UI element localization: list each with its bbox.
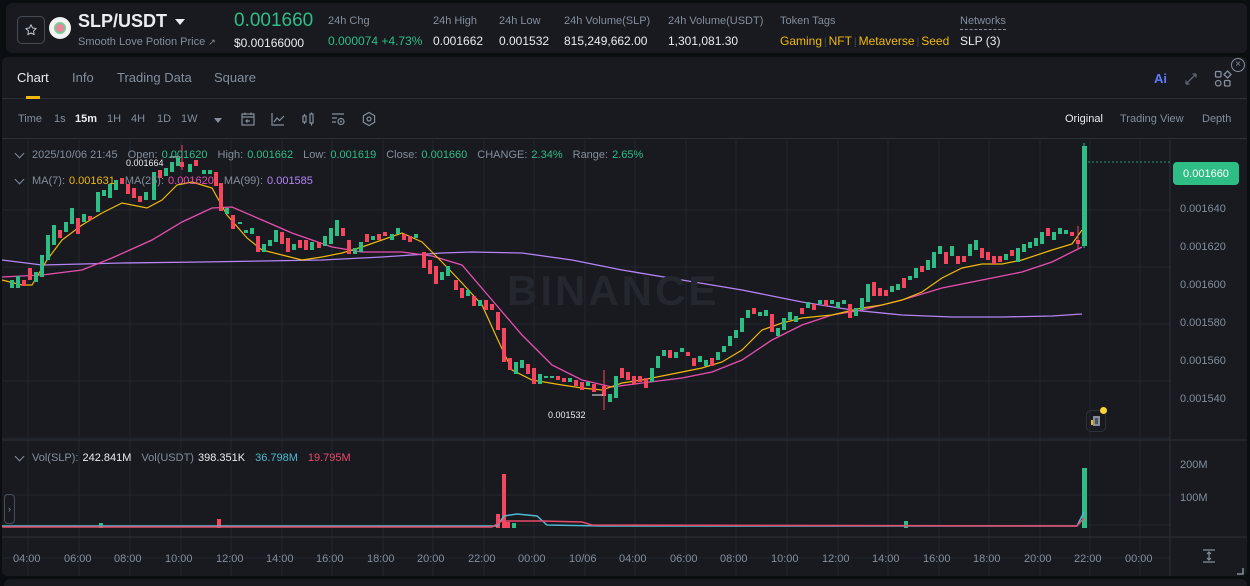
token-tags: Token Tags Gaming | NFT | Metaverse | Seed [780,15,950,48]
vol-ma1-line [2,511,1085,527]
ma99-line [2,251,1083,318]
caret-down-icon [175,18,186,25]
tag-nft[interactable]: NFT [828,34,852,48]
volume-tick: 200M [1180,459,1208,471]
news-button[interactable] [1086,410,1106,432]
stat-24h-high: 24h High 0.001662 [433,15,484,48]
collapse-chevron-icon[interactable] [14,148,25,159]
star-icon [25,24,37,36]
indicators-icon[interactable] [270,111,286,127]
vol-ma2-line [2,517,1085,528]
tag-gaming[interactable]: Gaming [780,34,823,48]
tab-info[interactable]: Info [72,70,94,85]
pair-name: SLP/USDT [78,11,168,31]
ai-icon[interactable]: Ai [1154,71,1167,86]
high-marker-label: 0.001664 [126,158,164,168]
tag-seed[interactable]: Seed [921,34,950,48]
favorite-button[interactable] [17,16,45,44]
expand-sidebar-handle[interactable]: › [4,494,15,524]
close-panel-button[interactable]: × [1231,58,1245,72]
layout-grid-icon[interactable] [1214,70,1232,88]
candles [10,143,1087,410]
networks[interactable]: Networks SLP (3) [960,15,1006,48]
last-price: 0.001660 [234,10,314,31]
price-tick: 0.001600 [1180,279,1226,291]
auto-scale-icon[interactable] [1202,549,1216,563]
stat-24h-volume-usdt: 24h Volume(USDT) 1,301,081.30 [668,15,764,48]
chart-panel: Chart Info Trading Data Square Ai × Time… [2,57,1247,576]
binance-watermark: BINANCE [507,267,720,314]
price-tick: 0.001580 [1180,317,1226,329]
usd-price: $0.00166000 [234,36,305,50]
price-tick: 0.001540 [1180,393,1226,405]
price-tick: 0.001640 [1180,203,1226,215]
tab-square[interactable]: Square [214,70,256,85]
tab-trading-data[interactable]: Trading Data [117,70,192,85]
volume-tick: 100M [1180,492,1208,504]
timeframe-4h[interactable]: 4H [131,113,146,125]
pair-selector[interactable]: SLP/USDT [78,11,186,32]
next-panel-edge [4,579,1247,586]
timeframe-more-icon[interactable] [214,118,222,123]
notification-dot [1100,407,1107,414]
tag-metaverse[interactable]: Metaverse [858,34,915,48]
timeframe-1h[interactable]: 1H [107,113,122,125]
active-tab-indicator [26,96,40,99]
chart-settings-icon[interactable] [330,111,346,127]
volume-legend: Vol(SLP): 242.841M Vol(USDT) 398.351K 36.7… [14,451,357,464]
ohlc-legend: 2025/10/06 21:45 Open: 0.001620 High: 0.00… [14,148,649,161]
candlestick-chart[interactable] [2,140,1247,576]
timeframe-1w[interactable]: 1W [181,113,198,125]
calendar-jump-icon[interactable] [240,111,256,127]
coin-logo [49,17,71,39]
candle-type-icon[interactable] [300,111,316,127]
coin-price-link[interactable]: Smooth Love Potion Price ↗ [78,36,216,48]
timeframe-1s[interactable]: 1s [54,113,66,125]
view-depth[interactable]: Depth [1202,113,1232,125]
tab-bar: Chart Info Trading Data Square Ai × [2,57,1247,99]
current-price-tag: 0.001660 [1173,162,1239,185]
view-trading-view[interactable]: Trading View [1120,113,1184,125]
price-tick: 0.001620 [1180,241,1226,253]
timeframe-time[interactable]: Time [18,113,43,125]
news-icon [1091,416,1100,426]
ticker-header: SLP/USDT Smooth Love Potion Price ↗ 0.00… [6,3,1247,53]
timeframe-1d[interactable]: 1D [157,113,172,125]
price-tick: 0.001560 [1180,355,1226,367]
ma-legend: MA(7): 0.001631 MA(25): 0.001620 MA(99): 0.… [14,174,319,187]
tab-chart[interactable]: Chart [17,70,49,85]
stat-24h-volume-slp: 24h Volume(SLP) 815,249,662.00 [564,15,651,48]
stat-24h-change: 24h Chg 0.000074 +4.73% [328,15,423,48]
view-original[interactable]: Original [1065,113,1103,125]
grid-lines [2,140,1170,576]
collapse-chevron-icon[interactable] [14,174,25,185]
external-link-icon: ↗ [208,37,216,47]
low-marker-label: 0.001532 [548,410,586,420]
hexagon-settings-icon[interactable] [361,111,377,127]
collapse-chevron-icon[interactable] [14,451,25,462]
stat-24h-low: 24h Low 0.001532 [499,15,550,48]
chart-toolbar: Time 1s 15m 1H 4H 1D 1W Original Trading… [2,99,1247,139]
fullscreen-icon[interactable] [1184,72,1198,86]
timeframe-15m[interactable]: 15m [75,113,98,125]
resize-handle-icon[interactable] [1236,567,1244,575]
